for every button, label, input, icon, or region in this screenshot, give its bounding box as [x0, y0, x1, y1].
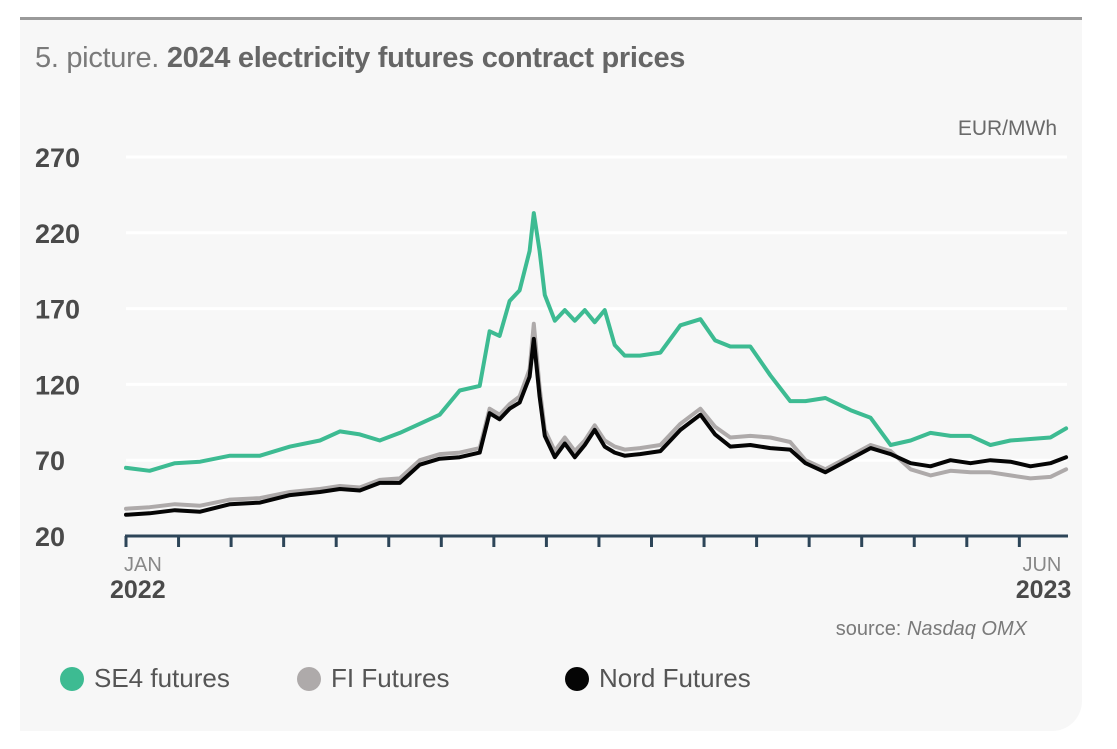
chart-panel — [20, 17, 1082, 731]
y-tick-label: 70 — [35, 446, 65, 476]
source-note: source: Nasdaq OMX — [836, 618, 1027, 641]
legend-dot-icon — [565, 666, 589, 691]
series-line-fi-futures — [124, 321, 1069, 511]
y-tick-label: 120 — [35, 370, 80, 400]
legend-dot-icon — [297, 666, 321, 691]
chart-title: 5. picture. 2024 electricity futures con… — [35, 42, 685, 75]
source-label: source: — [835, 618, 902, 640]
legend-item-nord[interactable]: Nord Futures — [565, 663, 751, 694]
legend-item-se4[interactable]: SE4 futures — [60, 663, 230, 694]
y-axis-ticks: 20 70 120 170 220 270 — [35, 143, 80, 552]
legend-label: SE4 futures — [94, 663, 230, 693]
gridlines — [126, 155, 1067, 462]
series-line-se4-futures — [124, 211, 1069, 473]
legend-label: FI Futures — [331, 663, 450, 693]
y-tick-label: 170 — [35, 295, 80, 325]
x-tick-month-label: JAN — [124, 554, 162, 576]
legend-item-fi[interactable]: FI Futures — [297, 663, 449, 694]
source-name: Nasdaq OMX — [906, 618, 1027, 640]
series-line-nord-futures — [124, 336, 1069, 517]
y-tick-label: 220 — [35, 219, 80, 249]
y-tick-label: 20 — [35, 522, 65, 552]
unit-label: EUR/MWh — [957, 117, 1057, 140]
series-lines — [124, 211, 1069, 517]
legend-dot-icon — [60, 666, 84, 691]
x-tick-year-label: 2022 — [110, 576, 166, 604]
x-tick-month-label: JUN — [1022, 554, 1061, 576]
title-prefix: 5. picture. — [35, 42, 160, 74]
title-main: 2024 electricity futures contract prices — [166, 42, 686, 74]
legend-label: Nord Futures — [599, 663, 751, 693]
x-tick-year-label: 2023 — [1016, 576, 1072, 604]
y-tick-label: 270 — [35, 143, 80, 173]
